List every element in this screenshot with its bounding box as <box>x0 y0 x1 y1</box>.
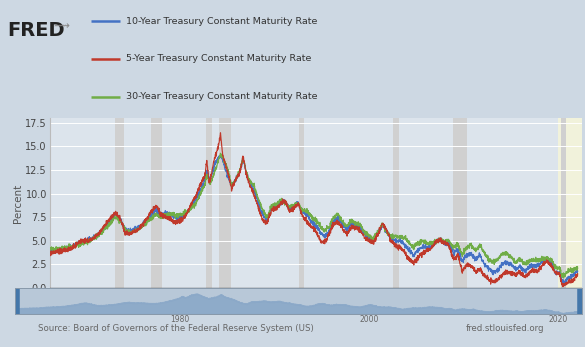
Bar <box>115 118 124 288</box>
Bar <box>151 118 163 288</box>
Bar <box>206 118 212 288</box>
Y-axis label: Percent: Percent <box>12 183 23 223</box>
Text: 10-Year Treasury Constant Maturity Rate: 10-Year Treasury Constant Maturity Rate <box>126 17 317 26</box>
Bar <box>558 118 582 288</box>
Bar <box>299 118 304 288</box>
Text: 5-Year Treasury Constant Maturity Rate: 5-Year Treasury Constant Maturity Rate <box>126 54 311 64</box>
Bar <box>219 118 230 288</box>
Text: 30-Year Treasury Constant Maturity Rate: 30-Year Treasury Constant Maturity Rate <box>126 92 317 101</box>
Text: fred.stlouisfed.org: fred.stlouisfed.org <box>466 324 544 333</box>
Text: ⟿: ⟿ <box>54 21 70 31</box>
Bar <box>561 118 566 288</box>
Bar <box>453 118 467 288</box>
Text: Source: Board of Governors of the Federal Reserve System (US): Source: Board of Governors of the Federa… <box>37 324 314 333</box>
Bar <box>393 118 400 288</box>
Bar <box>561 118 566 288</box>
Text: FRED: FRED <box>8 21 66 40</box>
